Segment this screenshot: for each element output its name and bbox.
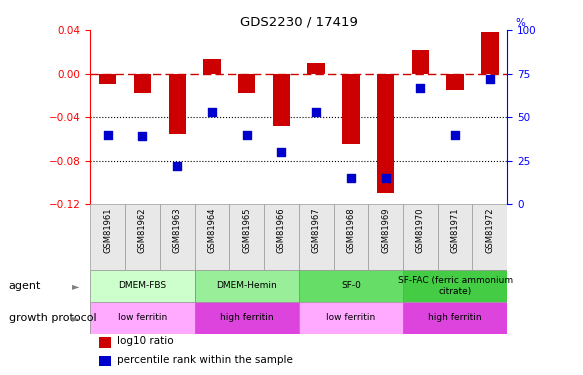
Point xyxy=(242,132,251,138)
Point xyxy=(346,175,356,181)
Bar xyxy=(438,204,472,270)
Text: ►: ► xyxy=(72,313,79,323)
Bar xyxy=(195,270,298,302)
Title: GDS2230 / 17419: GDS2230 / 17419 xyxy=(240,16,358,29)
Point xyxy=(311,109,321,115)
Text: DMEM-Hemin: DMEM-Hemin xyxy=(216,281,277,290)
Bar xyxy=(403,302,507,334)
Bar xyxy=(447,74,464,90)
Bar xyxy=(168,74,186,134)
Text: SF-FAC (ferric ammonium
citrate): SF-FAC (ferric ammonium citrate) xyxy=(398,276,512,296)
Bar xyxy=(403,270,507,302)
Text: SF-0: SF-0 xyxy=(341,281,361,290)
Text: GSM81968: GSM81968 xyxy=(346,208,356,253)
Text: GSM81972: GSM81972 xyxy=(485,208,494,253)
Text: GSM81963: GSM81963 xyxy=(173,208,182,253)
Point xyxy=(138,134,147,140)
Bar xyxy=(90,302,195,334)
Bar xyxy=(298,302,403,334)
Text: GSM81961: GSM81961 xyxy=(103,208,113,253)
Bar xyxy=(377,74,394,194)
Bar xyxy=(238,74,255,93)
Bar xyxy=(229,204,264,270)
Text: low ferritin: low ferritin xyxy=(118,314,167,322)
Bar xyxy=(273,74,290,126)
Text: GSM81971: GSM81971 xyxy=(451,208,459,253)
Bar xyxy=(307,63,325,74)
Text: agent: agent xyxy=(9,281,41,291)
Bar xyxy=(472,204,507,270)
Point xyxy=(277,149,286,155)
Text: DMEM-FBS: DMEM-FBS xyxy=(118,281,167,290)
Point xyxy=(451,132,460,138)
Bar xyxy=(333,204,368,270)
Text: GSM81970: GSM81970 xyxy=(416,208,425,253)
Bar xyxy=(299,204,333,270)
Bar xyxy=(368,204,403,270)
Bar xyxy=(298,270,403,302)
Point xyxy=(173,163,182,169)
Bar xyxy=(195,204,229,270)
Bar xyxy=(160,204,195,270)
Bar xyxy=(99,337,111,348)
Text: %: % xyxy=(515,18,525,28)
Text: GSM81964: GSM81964 xyxy=(208,208,216,253)
Bar xyxy=(99,74,117,84)
Text: growth protocol: growth protocol xyxy=(9,313,96,323)
Bar xyxy=(90,270,195,302)
Bar xyxy=(342,74,360,144)
Point xyxy=(381,175,390,181)
Bar xyxy=(412,50,429,74)
Text: low ferritin: low ferritin xyxy=(326,314,375,322)
Bar xyxy=(125,204,160,270)
Text: GSM81969: GSM81969 xyxy=(381,208,390,253)
Point xyxy=(416,84,425,90)
Bar xyxy=(99,356,111,366)
Text: high ferritin: high ferritin xyxy=(429,314,482,322)
Text: ►: ► xyxy=(72,281,79,291)
Bar xyxy=(134,74,151,93)
Text: GSM81965: GSM81965 xyxy=(242,208,251,253)
Point xyxy=(103,132,113,138)
Text: percentile rank within the sample: percentile rank within the sample xyxy=(117,355,293,365)
Bar xyxy=(264,204,298,270)
Text: GSM81962: GSM81962 xyxy=(138,208,147,253)
Text: log10 ratio: log10 ratio xyxy=(117,336,174,346)
Bar xyxy=(203,59,220,74)
Point xyxy=(208,109,217,115)
Bar xyxy=(481,32,498,74)
Bar xyxy=(195,302,298,334)
Text: GSM81966: GSM81966 xyxy=(277,208,286,253)
Bar xyxy=(403,204,438,270)
Point xyxy=(485,76,494,82)
Bar xyxy=(90,204,125,270)
Text: high ferritin: high ferritin xyxy=(220,314,273,322)
Text: GSM81967: GSM81967 xyxy=(312,208,321,253)
